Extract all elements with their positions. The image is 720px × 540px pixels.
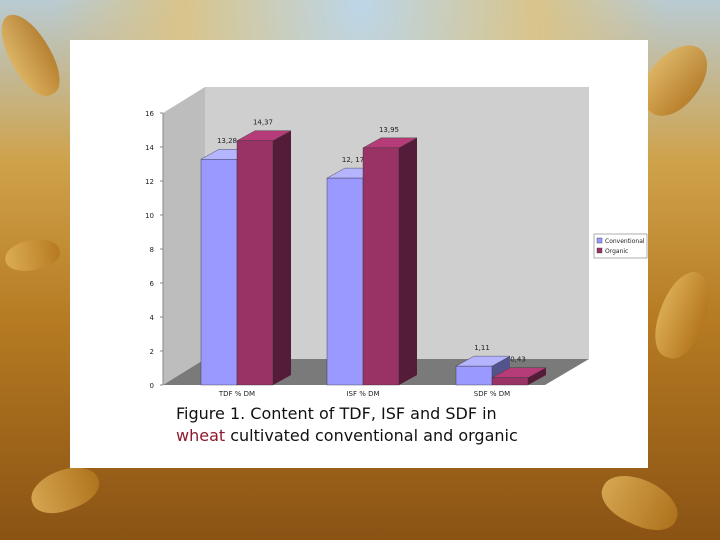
bar-conventional-0 — [200, 159, 238, 386]
chart-side-wall — [163, 87, 205, 385]
y-tick-label: 4 — [150, 314, 155, 322]
bar-conventional-1 — [326, 177, 364, 386]
y-tick-label: 0 — [150, 382, 154, 390]
wheat-ear-decoration — [594, 465, 686, 540]
caption-highlight-word: wheat — [176, 426, 226, 445]
bar-data-label: 13,95 — [379, 126, 399, 134]
legend-swatch-conventional — [596, 237, 603, 244]
y-tick-label: 14 — [145, 144, 154, 152]
bar-organic-0 — [236, 140, 274, 386]
wheat-ear-decoration — [2, 235, 63, 275]
bar-chart: 0 2 4 6 8 10 12 14 16 13,28 14,37 TDF % DM 12, 17 13,… — [145, 87, 648, 398]
bar-data-label: 1,11 — [474, 344, 490, 352]
caption-line-1: Figure 1. Content of TDF, ISF and SDF in — [176, 404, 497, 423]
legend-box — [593, 233, 648, 259]
x-tick-label: SDF % DM — [474, 390, 510, 398]
wheat-ear-decoration — [645, 265, 720, 365]
y-tick-label: 10 — [145, 212, 154, 220]
bar-data-label: 13,28 — [217, 137, 237, 145]
caption-line-2: cultivated conventional and organic — [225, 426, 518, 445]
bar-organic-1 — [362, 147, 400, 386]
y-tick-label: 6 — [150, 280, 155, 288]
bar-side-face — [399, 137, 417, 385]
legend-swatch-organic — [596, 247, 603, 254]
bar-organic-2 — [491, 377, 529, 386]
y-tick-label: 8 — [150, 246, 154, 254]
figure-card: 0 2 4 6 8 10 12 14 16 13,28 14,37 TDF % DM 12, 17 13,… — [70, 40, 648, 468]
wheat-ear-decoration — [25, 459, 105, 521]
x-tick-label: ISF % DM — [346, 390, 379, 398]
legend-label-organic: Organic — [605, 248, 628, 255]
bar-conventional-2 — [455, 365, 493, 386]
figure-caption: Figure 1. Content of TDF, ISF and SDF in… — [176, 403, 636, 447]
bar-data-label: 12, 17 — [342, 156, 364, 164]
y-tick-label: 2 — [150, 348, 154, 356]
y-tick-label: 16 — [145, 110, 154, 118]
bar-side-face — [528, 367, 546, 385]
x-tick-label: TDF % DM — [218, 390, 255, 398]
legend-label-conventional: Conventional — [605, 238, 645, 245]
wheat-ear-decoration — [0, 6, 70, 104]
bar-side-face — [273, 130, 291, 385]
bar-data-label: 14,37 — [253, 119, 273, 127]
bar-data-label: 0,43 — [510, 356, 526, 364]
y-tick-label: 12 — [145, 178, 154, 186]
